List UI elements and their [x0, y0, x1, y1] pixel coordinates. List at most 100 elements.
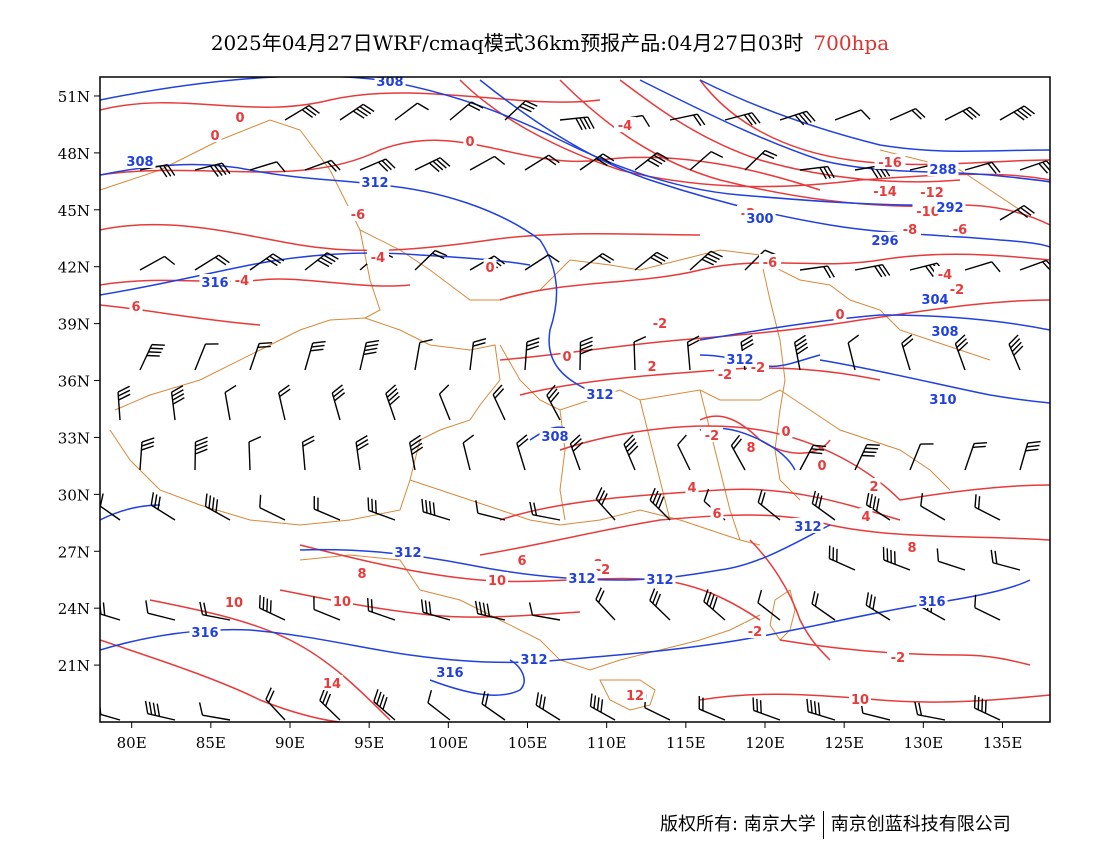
temperature-label: 10	[849, 691, 871, 708]
height-label-bg	[359, 174, 391, 189]
wind-barb	[752, 697, 781, 721]
temperature-label: 4	[859, 508, 873, 525]
wind-barb	[974, 594, 1001, 621]
temperature-label: -2	[744, 623, 766, 640]
temperature-label-bg	[849, 691, 871, 706]
temperature-label: -2	[714, 366, 736, 383]
temperature-label: 0	[833, 306, 847, 323]
lon-tick-label: 135E	[983, 734, 1023, 752]
wind-barb	[689, 151, 724, 171]
height-label: 312	[792, 518, 824, 535]
wind-barb	[373, 689, 396, 721]
wind-barb	[516, 434, 529, 471]
temperature-label-bg	[887, 649, 909, 664]
height-label-text: 308	[931, 325, 958, 340]
temperature-label-text: -4	[938, 268, 952, 283]
height-label-bg	[792, 518, 824, 533]
temperature-label-text: 10	[851, 693, 869, 708]
wind-barb	[649, 487, 671, 521]
wind-barb	[901, 334, 914, 371]
wind-barb	[385, 384, 400, 421]
height-label-text: 288	[929, 163, 956, 178]
temperature-label: -6	[347, 206, 369, 223]
wind-barb	[414, 338, 433, 371]
temperature-label-text: -10	[916, 205, 940, 220]
wind-barb	[170, 385, 185, 421]
wind-barb	[304, 252, 339, 271]
wind-barb	[649, 588, 671, 621]
wind-barb	[724, 112, 761, 126]
height-label: 308	[929, 323, 961, 340]
height-label-bg	[566, 570, 598, 585]
height-label-bg	[644, 571, 676, 586]
wind-barb	[579, 252, 615, 271]
wind-barb	[339, 103, 375, 121]
wind-barb	[889, 107, 926, 121]
temperature-label: -8	[899, 221, 921, 238]
wind-barb	[100, 701, 121, 721]
temperature-label-text: 0	[210, 129, 219, 144]
wind-barb	[799, 444, 827, 471]
temperature-label: 12	[624, 687, 646, 704]
temperature-label-text: -6	[763, 256, 777, 271]
temperature-label-bg	[331, 593, 353, 608]
wind-barb	[150, 492, 176, 521]
wind-barb	[355, 435, 369, 471]
height-label-bg	[934, 199, 966, 214]
wind-barb	[475, 500, 506, 521]
temperature-label-text: 8	[907, 541, 916, 556]
temperature-label: -2	[649, 315, 671, 332]
wind-barb	[579, 336, 593, 371]
height-label-bg	[434, 664, 466, 679]
height-label-text: 310	[929, 393, 956, 408]
wind-barb	[249, 342, 273, 371]
temperature-label-text: 8	[357, 567, 366, 582]
temperature-label: 6	[710, 505, 724, 522]
wind-barb	[973, 695, 1001, 721]
height-label: 296	[869, 232, 901, 249]
height-label-bg	[927, 391, 959, 406]
temperature-label: 8	[355, 565, 369, 582]
temperature-label: 0	[815, 457, 829, 474]
lon-tick-label: 105E	[508, 734, 548, 752]
wind-barb	[703, 589, 726, 621]
lat-tick-label: 45N	[58, 202, 90, 220]
temperature-label: 10	[486, 572, 508, 589]
temperature-label-text: 0	[817, 459, 826, 474]
temperature-label-bg	[233, 109, 247, 124]
wind-barb	[194, 162, 231, 177]
temperature-label-bg	[560, 348, 574, 363]
height-label: 312	[566, 570, 598, 587]
height-label-text: 312	[361, 176, 388, 191]
temperature-label-text: -6	[351, 208, 365, 223]
wind-barb	[492, 384, 506, 421]
wind-barb	[524, 254, 560, 271]
wind-barb	[301, 435, 315, 471]
wind-barb	[999, 105, 1036, 121]
height-label: 300	[744, 210, 776, 227]
temperature-label: 10	[331, 593, 353, 610]
temperature-label-bg	[744, 439, 758, 454]
wind-barb	[595, 487, 616, 521]
temperature-label-text: -16	[878, 156, 902, 171]
temperature-label-bg	[483, 259, 497, 274]
wind-barb	[779, 110, 816, 126]
wind-barb	[974, 494, 1001, 521]
height-label-text: 312	[646, 573, 673, 588]
wind-barb	[414, 249, 448, 271]
wind-barb	[198, 702, 231, 721]
wind-barb	[811, 591, 836, 621]
height-label-text: 292	[936, 201, 963, 216]
lon-tick-label: 115E	[666, 734, 706, 752]
height-label-bg	[919, 291, 951, 306]
wind-barb	[914, 701, 946, 721]
height-label-text: 300	[746, 212, 773, 227]
wind-barb	[449, 101, 484, 121]
lat-tick-label: 36N	[58, 373, 90, 391]
lat-tick-label: 27N	[58, 543, 90, 561]
wind-barb	[367, 497, 396, 521]
wind-barb	[634, 251, 669, 271]
wind-barb	[595, 587, 616, 621]
temperature-label-text: -4	[235, 274, 249, 289]
wind-barb	[793, 334, 809, 371]
